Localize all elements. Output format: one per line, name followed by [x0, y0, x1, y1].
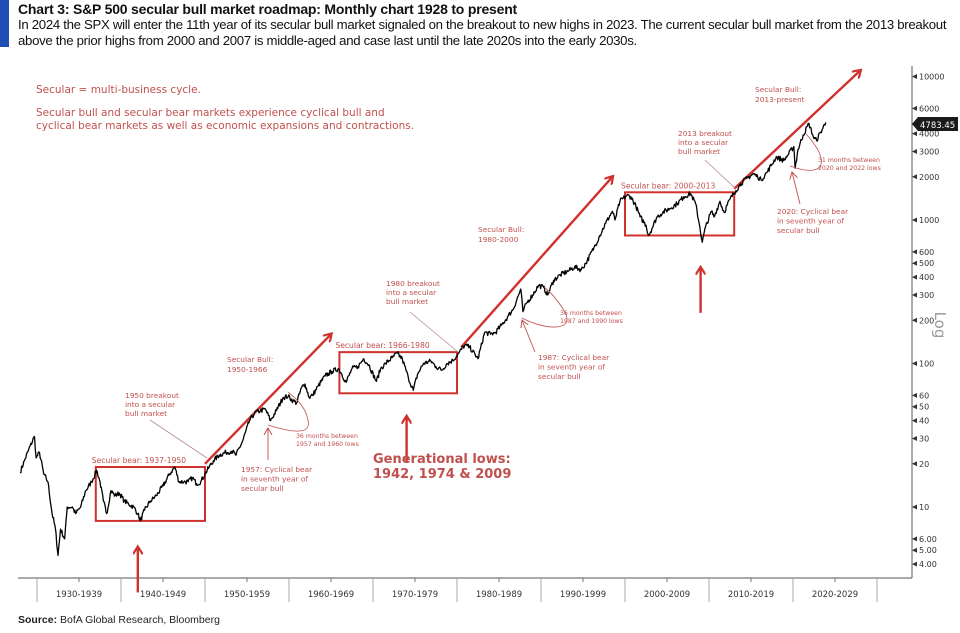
label-2020-2022-months: 31 months between 2020 and 2022 lows: [818, 157, 882, 172]
x-tick-label: 1940-1949: [140, 590, 186, 600]
x-tick-label: 1930-1939: [56, 590, 102, 600]
label-1987-cyclical: 1987: Cyclical bear in seventh year of s…: [538, 353, 612, 381]
source-text: BofA Global Research, Bloomberg: [60, 614, 220, 626]
y-tick-label: 2000: [919, 173, 939, 182]
y-tick-mark: [912, 174, 917, 180]
y-tick-label: 20: [919, 460, 929, 469]
label-bull-1950-1966: Secular Bull: 1950-1966: [227, 355, 276, 374]
arrow-1987-low: [522, 320, 536, 353]
secular-bear-box: [338, 351, 458, 395]
y-tick-label: 10: [919, 503, 929, 512]
y-tick-label: 10000: [919, 73, 944, 82]
y-tick-label: 200: [919, 316, 934, 325]
y-tick-mark: [912, 418, 917, 424]
secular-bear-label: Secular bear: 2000-2013: [621, 181, 715, 190]
y-tick-mark: [912, 436, 917, 442]
y-tick-label: 400: [919, 273, 934, 282]
label-generational-lows: Generational lows: 1942, 1974 & 2009: [373, 452, 515, 482]
connector-2013-breakout: [704, 159, 736, 189]
annotation-connectors: [149, 133, 822, 459]
y-tick-mark: [912, 461, 917, 467]
y-tick-label: 6.00: [919, 535, 937, 544]
x-tick-label: 1990-1999: [560, 590, 606, 600]
y-tick-mark: [912, 217, 917, 223]
label-1950-breakout: 1950 breakout into a secular bull market: [125, 391, 181, 418]
loop-1957-1960: [267, 391, 309, 432]
note-secular-explanation-1: Secular bull and secular bear markets ex…: [36, 107, 385, 119]
y-tick-label: 600: [919, 248, 934, 257]
loop-1987-1990: [521, 286, 568, 328]
loop-2020-2022: [789, 133, 822, 171]
y-tick-label: 60: [919, 391, 929, 400]
y-tick-label: 40: [919, 417, 929, 426]
y-tick-mark: [912, 249, 917, 255]
y-tick-label: 4.00: [919, 560, 937, 569]
last-price-value: 4783.45: [920, 121, 955, 131]
y-tick-mark: [912, 561, 917, 567]
y-tick-mark: [912, 131, 917, 137]
label-bull-1980-2000: Secular Bull: 1980-2000: [478, 225, 527, 244]
y-tick-label: 6000: [919, 104, 939, 113]
secular-bull-trend-arrow: [204, 334, 331, 465]
chart-subtitle: In 2024 the SPX will enter the 11th year…: [18, 17, 947, 48]
y-tick-mark: [912, 317, 917, 323]
connector-1980-breakout: [409, 311, 459, 353]
arrow-2020-low: [792, 172, 801, 205]
x-tick-label: 1970-1979: [392, 590, 438, 600]
label-1957-cyclical: 1957: Cyclical bear in seventh year of s…: [241, 465, 315, 493]
label-1980-breakout: 1980 breakout into a secular bull market: [386, 279, 442, 306]
x-tick-label: 2020-2029: [812, 590, 858, 600]
y-tick-label: 30: [919, 435, 929, 444]
y-tick-mark: [912, 292, 917, 298]
label-2020-cyclical: 2020: Cyclical bear in seventh year of s…: [777, 207, 851, 235]
y-tick-mark: [912, 536, 917, 542]
chart-title: Chart 3: S&P 500 secular bull market roa…: [18, 1, 518, 17]
spx-price-line: [19, 122, 827, 557]
label-1987-1990-months: 36 months between 1987 and 1990 lows: [560, 310, 624, 325]
accent-bar: [0, 0, 9, 47]
label-2013-breakout: 2013 breakout into a secular bull market: [678, 129, 734, 156]
y-tick-mark: [912, 404, 917, 410]
secular-bear-label: Secular bear: 1937-1950: [92, 456, 186, 465]
y-tick-label: 100: [919, 360, 934, 369]
y-tick-mark: [912, 260, 917, 266]
x-tick-label: 1950-1959: [224, 590, 270, 600]
note-secular-definition: Secular = multi-business cycle.: [36, 84, 201, 96]
x-tick-label: 1980-1989: [476, 590, 522, 600]
secular-bear-label: Secular bear: 1966-1980: [335, 341, 429, 350]
last-price-badge: 4783.45: [912, 117, 958, 131]
secular-bull-trend-arrow: [733, 71, 860, 190]
note-secular-explanation-2: cyclical bear markets as well as economi…: [36, 120, 414, 132]
y-tick-mark: [912, 361, 917, 366]
y-tick-mark: [912, 105, 917, 111]
label-bull-2013-present: Secular Bull: 2013-present: [755, 85, 805, 104]
y-tick-label: 300: [919, 291, 934, 300]
source-note: Source: BofA Global Research, Bloomberg: [18, 614, 220, 626]
y-tick-label: 3000: [919, 148, 939, 157]
label-1957-1960-months: 36 months between 1957 and 1960 lows: [296, 433, 360, 448]
y-tick-mark: [912, 74, 917, 79]
x-tick-label: 2010-2019: [728, 590, 774, 600]
y-tick-mark: [912, 504, 917, 510]
spx-chart: 10000 6000 4000 3000 2000 1000 600 500 400 300 200…: [18, 66, 958, 602]
log-scale-label: Log: [931, 312, 949, 339]
y-tick-label: 500: [919, 259, 934, 268]
x-tick-label: 2000-2009: [644, 590, 690, 600]
secular-bear-box: [624, 191, 736, 237]
y-tick-mark: [912, 392, 917, 398]
secular-bull-trend-arrow: [460, 177, 612, 348]
y-tick-mark: [912, 274, 917, 280]
connector-1950-breakout: [149, 419, 208, 459]
secular-bear-box: [94, 465, 206, 522]
y-tick-label: 5.00: [919, 546, 937, 555]
x-tick-label: 1960-1969: [308, 590, 354, 600]
y-tick-mark: [912, 149, 917, 155]
y-tick-mark: [912, 547, 917, 553]
y-tick-label: 4000: [919, 130, 939, 139]
y-tick-label: 1000: [919, 216, 939, 225]
source-label: Source:: [18, 614, 58, 626]
y-tick-label: 50: [919, 403, 929, 412]
